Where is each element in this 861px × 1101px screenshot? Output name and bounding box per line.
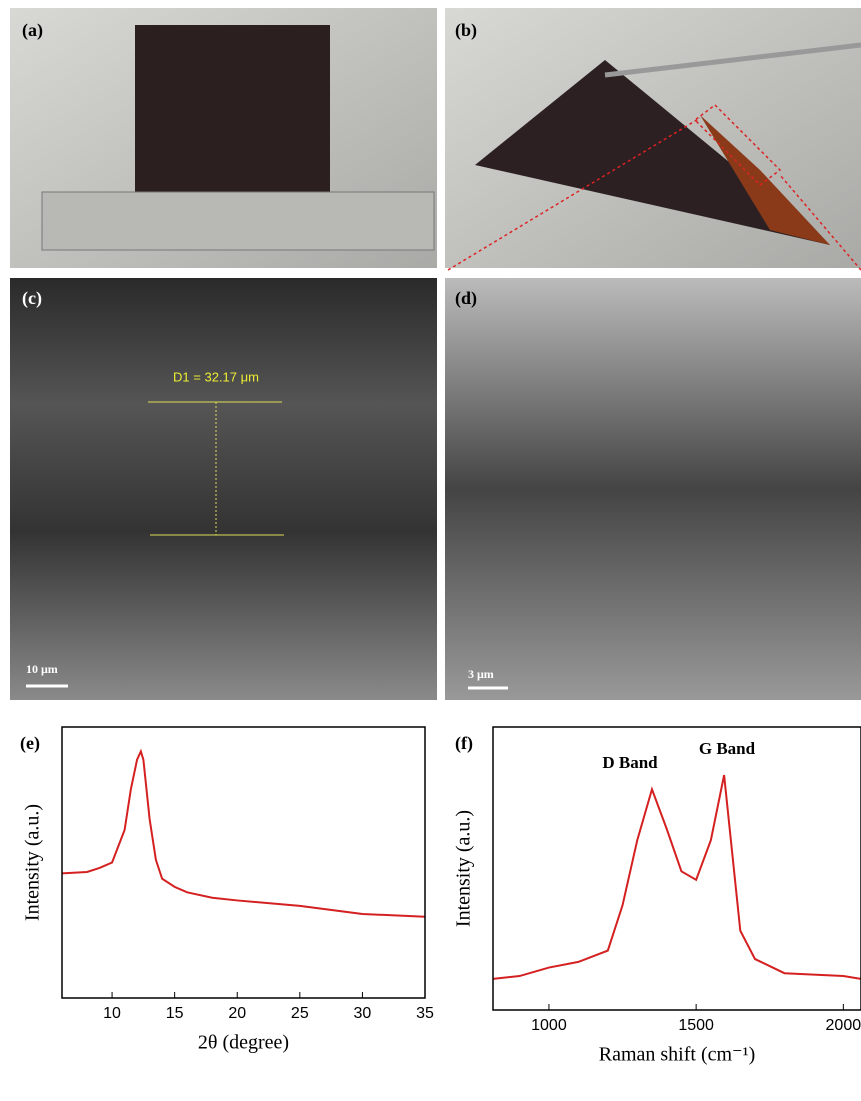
x-tick-label: 35 [416,1005,434,1022]
plot-frame [62,727,425,998]
film [135,25,330,200]
x-tick-label: 30 [354,1005,372,1022]
panel-label: (f) [455,733,473,754]
panel-label: (c) [22,288,42,309]
panel-label: (e) [20,733,40,754]
ruler [42,192,434,250]
annotation: D Band [602,753,658,772]
y-axis-label: Intensity (a.u.) [22,804,44,921]
data-line [493,775,861,979]
scale-bar-label: 10 μm [26,662,58,676]
x-tick-label: 25 [291,1005,309,1022]
scale-bar-label: 3 μm [468,667,494,681]
y-axis-label: Intensity (a.u.) [453,810,475,927]
x-tick-label: 1000 [531,1017,567,1034]
panel-label: (b) [455,20,477,41]
x-tick-label: 10 [103,1005,121,1022]
x-tick-label: 2000 [826,1017,861,1034]
photo-c [10,278,437,700]
data-line [62,751,425,916]
x-axis-label: 2θ (degree) [198,1032,289,1054]
x-tick-label: 1500 [678,1017,714,1034]
annotation: G Band [699,739,756,758]
panel-label: (d) [455,288,477,309]
panel-label: (a) [22,20,43,41]
x-tick-label: 20 [228,1005,246,1022]
figure: D1 = 32.17 μm 10 μm 3 μm (a) (b) (c) (d)… [0,0,861,1101]
x-tick-label: 15 [166,1005,184,1022]
measurement: D1 = 32.17 μm [173,369,259,384]
photo-d [445,278,861,700]
x-axis-label: Raman shift (cm⁻¹) [599,1044,756,1066]
